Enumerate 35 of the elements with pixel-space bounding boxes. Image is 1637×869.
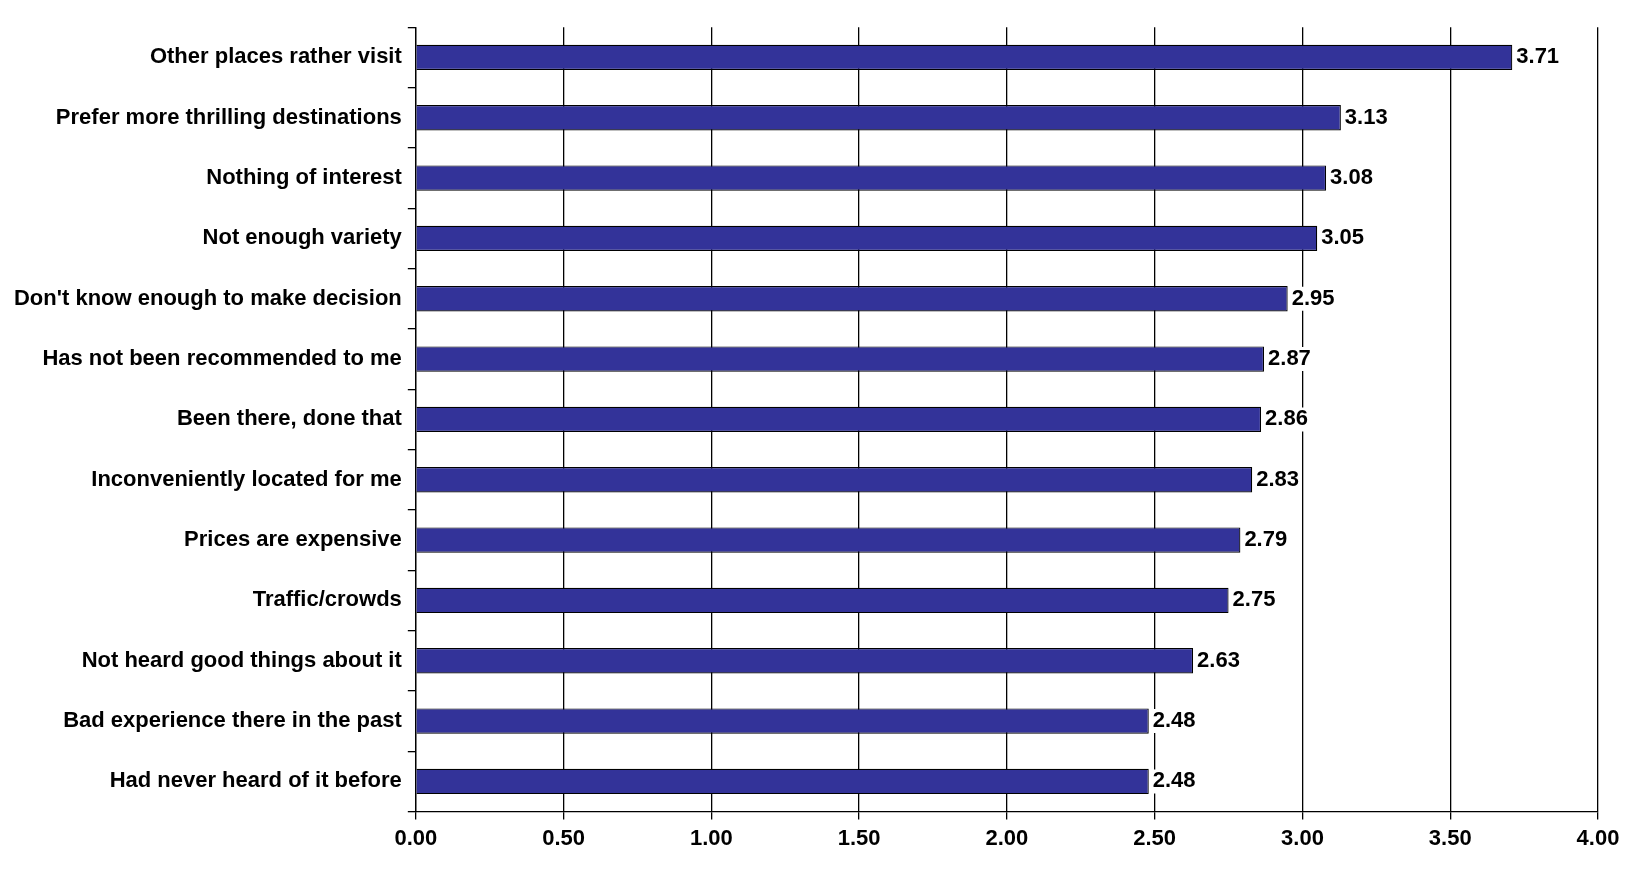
data-label: 3.05: [1321, 224, 1365, 250]
x-tick-label: 4.00: [1576, 824, 1620, 850]
y-tick-label: Traffic/crowds: [252, 586, 402, 612]
x-tick-label: 2.50: [1133, 824, 1177, 850]
x-tick-label: 0.50: [542, 824, 585, 850]
data-label: 2.79: [1244, 526, 1288, 552]
y-tick-label: Had never heard of it before: [109, 767, 402, 793]
data-label: 2.63: [1197, 646, 1240, 672]
y-tick-label: Inconveniently located for me: [91, 465, 402, 491]
x-tick-label: 3.00: [1281, 824, 1324, 850]
y-tick-label: Has not been recommended to me: [42, 345, 402, 371]
y-tick-label: Prefer more thrilling destinations: [55, 103, 402, 129]
x-tick-label: 2.00: [985, 824, 1029, 850]
x-tick-label: 3.50: [1428, 824, 1472, 850]
data-label: 3.13: [1344, 103, 1388, 129]
x-tick-label: 0.00: [394, 824, 438, 850]
y-tick-label: Bad experience there in the past: [63, 707, 403, 733]
data-label: 2.48: [1152, 707, 1196, 733]
data-label: 2.75: [1232, 586, 1276, 612]
y-tick-label: Not enough variety: [202, 224, 403, 250]
y-tick-label: Not heard good things about it: [81, 646, 403, 672]
data-label: 2.86: [1265, 405, 1308, 431]
y-tick-label: Nothing of interest: [206, 164, 403, 190]
data-label: 2.87: [1268, 345, 1311, 371]
y-tick-label: Prices are expensive: [184, 526, 402, 552]
y-tick-label: Been there, done that: [176, 405, 403, 431]
data-label: 2.83: [1256, 465, 1300, 491]
data-label: 2.48: [1152, 767, 1196, 793]
data-label: 3.08: [1330, 164, 1373, 190]
x-tick-label: 1.50: [837, 824, 881, 850]
data-label: 3.71: [1516, 43, 1560, 69]
y-tick-label: Other places rather visit: [149, 43, 403, 69]
x-tick-label: 1.00: [689, 824, 733, 850]
y-tick-label: Don't know enough to make decision: [13, 284, 402, 310]
data-label: 2.95: [1291, 284, 1335, 310]
